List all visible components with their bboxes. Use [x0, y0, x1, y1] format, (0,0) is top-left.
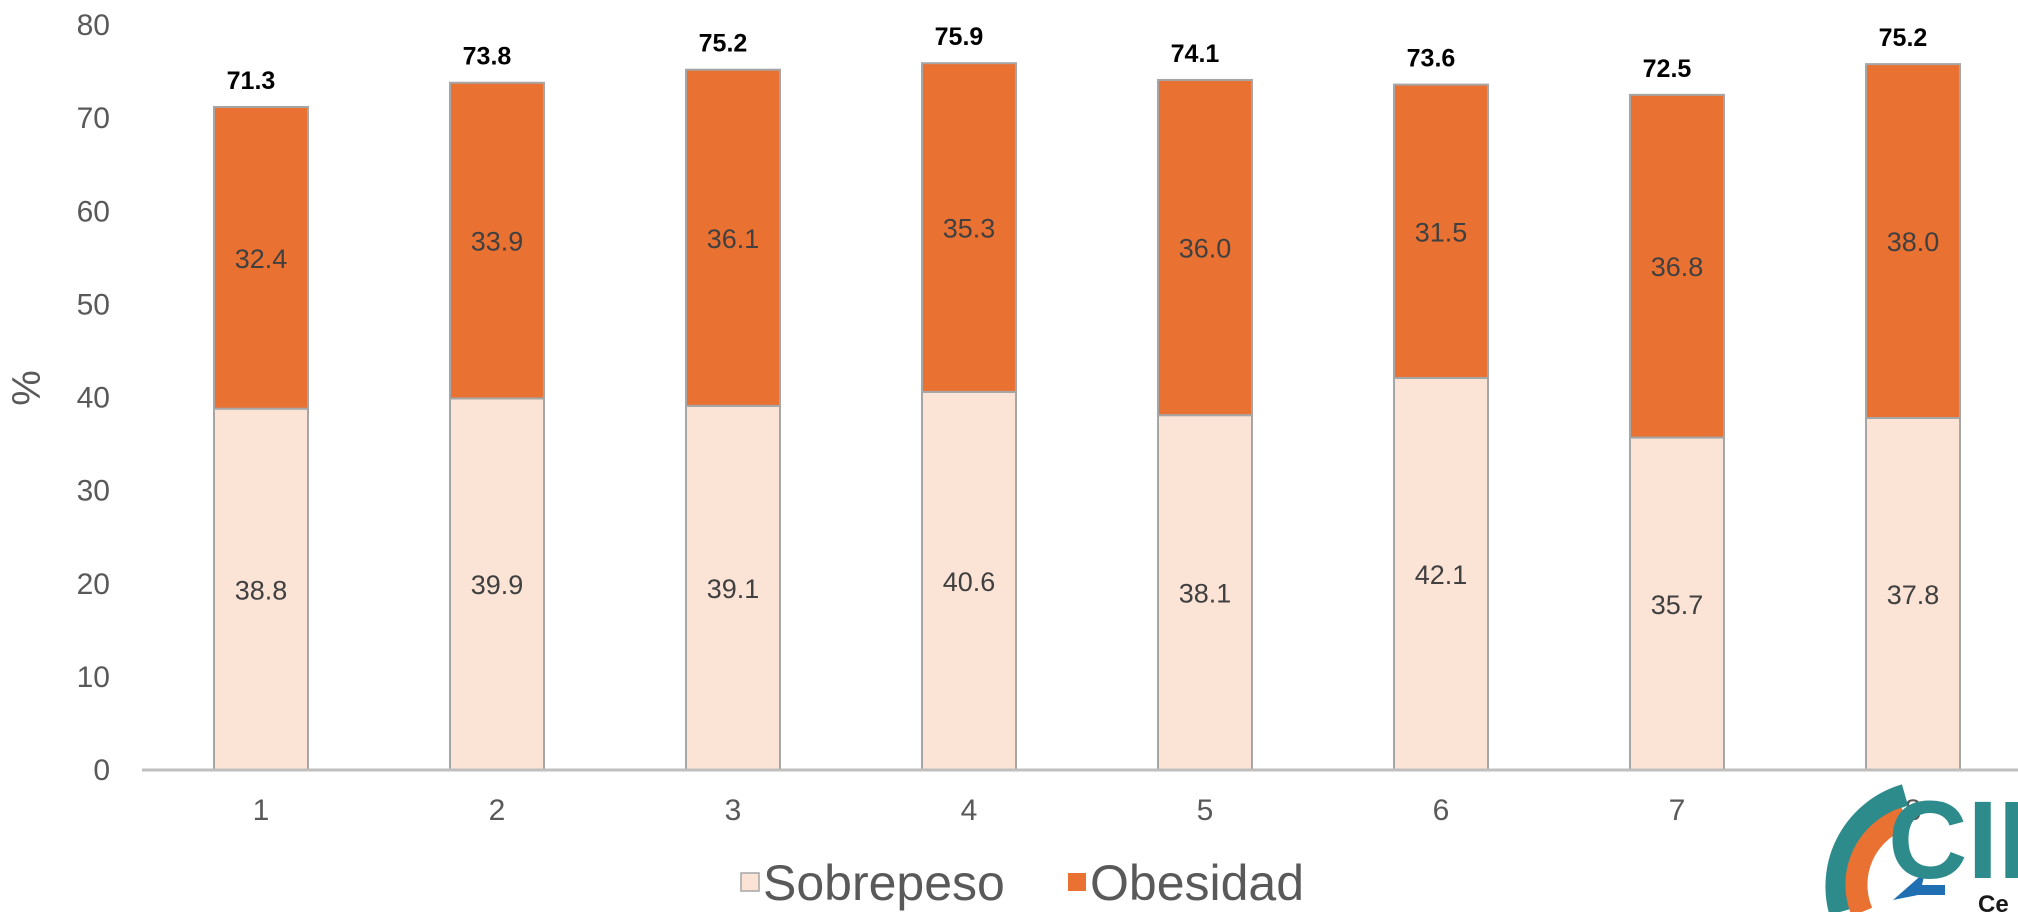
- logo-ring-orange: [1845, 807, 1909, 912]
- logo-arrow-icon: [1893, 872, 1945, 900]
- total-label: 73.8: [463, 43, 512, 71]
- bar-sobrepeso: [1865, 416, 1961, 771]
- label-obesidad: 35.3: [943, 214, 996, 244]
- y-tick-label: 0: [93, 754, 110, 787]
- label-sobrepeso: 37.8: [1887, 580, 1940, 610]
- y-tick-label: 30: [77, 475, 110, 508]
- y-axis-label: %: [5, 370, 49, 406]
- total-label: 75.2: [699, 30, 748, 58]
- bar-obesidad: [921, 62, 1017, 393]
- y-tick-label: 50: [77, 288, 110, 321]
- logo-ring-teal: [1825, 784, 1909, 912]
- label-obesidad: 38.0: [1887, 227, 1940, 257]
- logo-subtext: Ce: [1978, 891, 2009, 912]
- y-tick-label: 10: [77, 661, 110, 694]
- legend-swatch-obesidad: [1068, 873, 1086, 891]
- x-tick-label: 6: [1433, 794, 1450, 827]
- label-obesidad: 36.0: [1179, 234, 1232, 264]
- x-axis: 1 2 3 4 5 6 7 8: [253, 794, 1922, 827]
- y-tick-label: 80: [77, 9, 110, 42]
- label-obesidad: 36.1: [707, 224, 760, 254]
- total-label: 75.9: [935, 23, 984, 51]
- bar-obesidad: [1865, 63, 1961, 419]
- x-tick-label: 4: [961, 794, 978, 827]
- x-tick-label: 3: [725, 794, 742, 827]
- label-sobrepeso: 40.6: [943, 567, 996, 597]
- x-tick-label: 5: [1197, 794, 1214, 827]
- bar-obesidad: [1629, 93, 1725, 439]
- legend-label-obesidad: Obesidad: [1090, 855, 1304, 911]
- label-sobrepeso: 39.9: [471, 570, 524, 600]
- legend: Sobrepeso Obesidad: [740, 855, 1304, 911]
- legend-swatch-sobrepeso: [740, 872, 760, 892]
- bar-obesidad: [213, 105, 309, 410]
- y-tick-label: 70: [77, 102, 110, 135]
- x-tick-label: 8: [1905, 794, 1922, 827]
- label-sobrepeso: 38.8: [235, 575, 288, 605]
- label-sobrepeso: 35.7: [1651, 590, 1704, 620]
- y-tick-label: 60: [77, 195, 110, 228]
- label-obesidad: 32.4: [235, 244, 288, 274]
- bar-sobrepeso: [1393, 376, 1489, 771]
- x-tick-label: 7: [1669, 794, 1686, 827]
- bar-sobrepeso: [1629, 436, 1725, 771]
- bar-sobrepeso: [213, 407, 309, 771]
- label-sobrepeso: 42.1: [1415, 560, 1468, 590]
- total-label: 75.2: [1879, 24, 1928, 52]
- y-tick-label: 20: [77, 568, 110, 601]
- total-label: 71.3: [227, 67, 276, 95]
- bar-obesidad: [685, 68, 781, 407]
- logo-text: CIE: [1888, 779, 2018, 902]
- total-label: 73.6: [1407, 45, 1456, 73]
- label-sobrepeso: 39.1: [707, 574, 760, 604]
- bar-obesidad: [1157, 78, 1253, 417]
- bar-obesidad: [449, 81, 545, 400]
- x-tick-label: 2: [489, 794, 506, 827]
- y-axis: 0 10 20 30 40 50 60 70 80: [77, 9, 110, 787]
- logo: CIE Ce: [1825, 779, 2018, 912]
- label-obesidad: 31.5: [1415, 217, 1468, 247]
- x-tick-label: 1: [253, 794, 270, 827]
- bars: 38.8 32.4 71.3 39.9 33.9 73.8 39.1 36.1 75.2 40.6…: [213, 23, 1961, 771]
- y-tick-label: 40: [77, 382, 110, 415]
- total-label: 74.1: [1171, 40, 1220, 68]
- bar-sobrepeso: [685, 404, 781, 771]
- legend-label-sobrepeso: Sobrepeso: [763, 855, 1005, 911]
- label-obesidad: 36.8: [1651, 252, 1704, 282]
- total-label: 72.5: [1643, 55, 1692, 83]
- label-obesidad: 33.9: [471, 227, 524, 257]
- label-sobrepeso: 38.1: [1179, 579, 1232, 609]
- bar-obesidad: [1393, 83, 1489, 379]
